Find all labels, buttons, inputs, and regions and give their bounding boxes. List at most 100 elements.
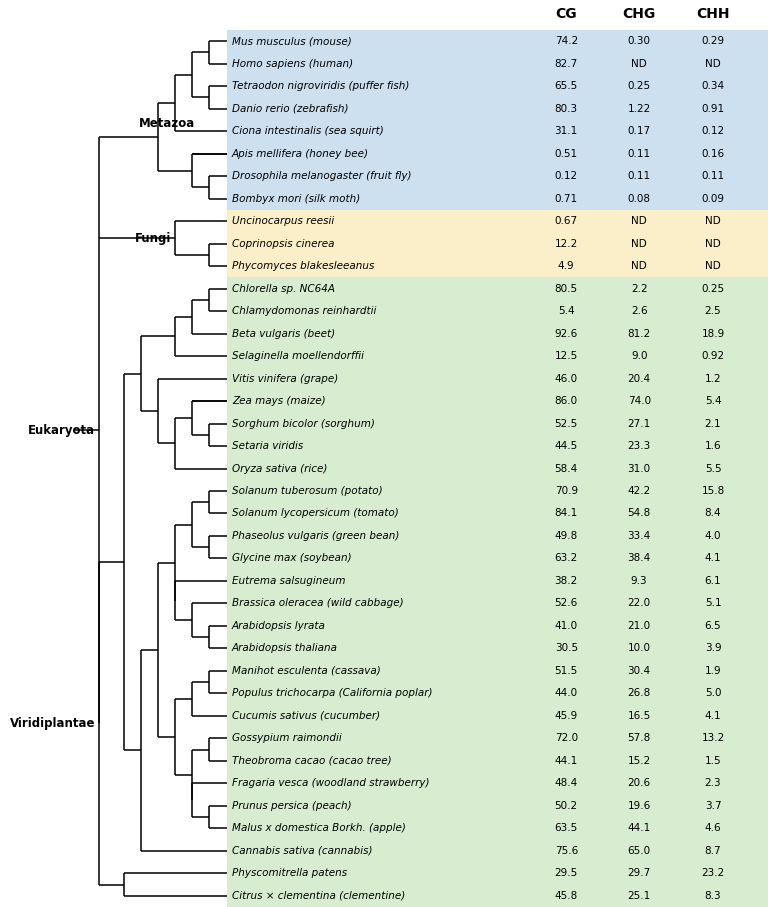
Text: ND: ND: [631, 59, 647, 69]
Text: 5.4: 5.4: [558, 306, 574, 317]
Text: 8.4: 8.4: [705, 509, 721, 519]
Text: 57.8: 57.8: [627, 734, 650, 744]
Text: Vitis vinifera (grape): Vitis vinifera (grape): [232, 374, 338, 384]
Text: 80.3: 80.3: [554, 103, 578, 113]
Bar: [227, 659, 768, 682]
Text: 54.8: 54.8: [627, 509, 650, 519]
Text: 4.6: 4.6: [705, 824, 721, 834]
Text: 0.25: 0.25: [627, 82, 650, 92]
Text: 4.9: 4.9: [558, 261, 574, 271]
Text: 45.9: 45.9: [554, 711, 578, 721]
Text: 82.7: 82.7: [554, 59, 578, 69]
Text: ND: ND: [631, 239, 647, 249]
Bar: [227, 795, 768, 817]
Bar: [227, 53, 768, 75]
Text: 74.2: 74.2: [554, 36, 578, 46]
Text: ND: ND: [705, 239, 721, 249]
Text: 58.4: 58.4: [554, 463, 578, 473]
Text: 1.5: 1.5: [705, 756, 721, 766]
Text: 26.8: 26.8: [627, 688, 650, 698]
Text: Mus musculus (mouse): Mus musculus (mouse): [232, 36, 352, 46]
Bar: [227, 322, 768, 345]
Text: 92.6: 92.6: [554, 328, 578, 338]
Text: 63.2: 63.2: [554, 553, 578, 563]
Text: 16.5: 16.5: [627, 711, 650, 721]
Text: Glycine max (soybean): Glycine max (soybean): [232, 553, 352, 563]
Bar: [227, 165, 768, 188]
Text: 51.5: 51.5: [554, 666, 578, 676]
Text: 44.1: 44.1: [627, 824, 650, 834]
Text: 20.4: 20.4: [627, 374, 650, 384]
Text: ND: ND: [631, 261, 647, 271]
Text: 27.1: 27.1: [627, 418, 650, 428]
Text: 63.5: 63.5: [554, 824, 578, 834]
Text: 80.5: 80.5: [554, 284, 578, 294]
Bar: [227, 525, 768, 547]
Text: 23.2: 23.2: [701, 868, 725, 878]
Text: 2.3: 2.3: [705, 778, 721, 788]
Bar: [227, 727, 768, 749]
Bar: [227, 705, 768, 727]
Text: 41.0: 41.0: [554, 621, 578, 631]
Text: 1.22: 1.22: [627, 103, 650, 113]
Bar: [227, 772, 768, 795]
Bar: [227, 75, 768, 97]
Text: 5.1: 5.1: [705, 599, 721, 609]
Text: 15.2: 15.2: [627, 756, 650, 766]
Text: Theobroma cacao (cacao tree): Theobroma cacao (cacao tree): [232, 756, 392, 766]
Text: Citrus × clementina (clementine): Citrus × clementina (clementine): [232, 891, 406, 901]
Text: Setaria viridis: Setaria viridis: [232, 441, 303, 451]
Text: 19.6: 19.6: [627, 801, 650, 811]
Text: 0.12: 0.12: [701, 126, 725, 136]
Text: Uncinocarpus reesii: Uncinocarpus reesii: [232, 216, 334, 226]
Text: Arabidopsis thaliana: Arabidopsis thaliana: [232, 643, 338, 653]
Bar: [227, 390, 768, 413]
Text: Zea mays (maize): Zea mays (maize): [232, 396, 326, 406]
Bar: [227, 255, 768, 278]
Text: Beta vulgaris (beet): Beta vulgaris (beet): [232, 328, 335, 338]
Text: 2.5: 2.5: [705, 306, 721, 317]
Text: Prunus persica (peach): Prunus persica (peach): [232, 801, 352, 811]
Text: 72.0: 72.0: [554, 734, 578, 744]
Bar: [227, 120, 768, 142]
Text: Oryza sativa (rice): Oryza sativa (rice): [232, 463, 327, 473]
Text: 48.4: 48.4: [554, 778, 578, 788]
Text: Chlorella sp. NC64A: Chlorella sp. NC64A: [232, 284, 335, 294]
Text: Drosophila melanogaster (fruit fly): Drosophila melanogaster (fruit fly): [232, 171, 412, 181]
Text: Manihot esculenta (cassava): Manihot esculenta (cassava): [232, 666, 381, 676]
Text: 0.34: 0.34: [701, 82, 725, 92]
Text: 84.1: 84.1: [554, 509, 578, 519]
Bar: [227, 457, 768, 480]
Text: Solanum tuberosum (potato): Solanum tuberosum (potato): [232, 486, 382, 496]
Text: Tetraodon nigroviridis (puffer fish): Tetraodon nigroviridis (puffer fish): [232, 82, 409, 92]
Text: 0.51: 0.51: [554, 149, 578, 159]
Bar: [227, 413, 768, 434]
Text: 3.9: 3.9: [705, 643, 721, 653]
Text: Cannabis sativa (cannabis): Cannabis sativa (cannabis): [232, 846, 372, 856]
Bar: [227, 570, 768, 592]
Text: CHH: CHH: [697, 6, 730, 21]
Text: Physcomitrella patens: Physcomitrella patens: [232, 868, 347, 878]
Text: ND: ND: [631, 216, 647, 226]
Text: Fragaria vesca (woodland strawberry): Fragaria vesca (woodland strawberry): [232, 778, 429, 788]
Text: 44.0: 44.0: [554, 688, 578, 698]
Text: Viridiplantae: Viridiplantae: [10, 717, 95, 730]
Text: 42.2: 42.2: [627, 486, 650, 496]
Text: 1.9: 1.9: [705, 666, 721, 676]
Bar: [227, 97, 768, 120]
Bar: [227, 884, 768, 907]
Text: 0.92: 0.92: [701, 351, 725, 361]
Bar: [227, 142, 768, 165]
Text: 25.1: 25.1: [627, 891, 650, 901]
Text: Homo sapiens (human): Homo sapiens (human): [232, 59, 353, 69]
Text: 9.3: 9.3: [631, 576, 647, 586]
Text: Apis mellifera (honey bee): Apis mellifera (honey bee): [232, 149, 369, 159]
Bar: [227, 434, 768, 457]
Text: 0.91: 0.91: [701, 103, 725, 113]
Text: 12.2: 12.2: [554, 239, 578, 249]
Text: 86.0: 86.0: [554, 396, 578, 406]
Text: 5.4: 5.4: [705, 396, 721, 406]
Text: 0.29: 0.29: [701, 36, 725, 46]
Bar: [227, 637, 768, 659]
Text: 38.2: 38.2: [554, 576, 578, 586]
